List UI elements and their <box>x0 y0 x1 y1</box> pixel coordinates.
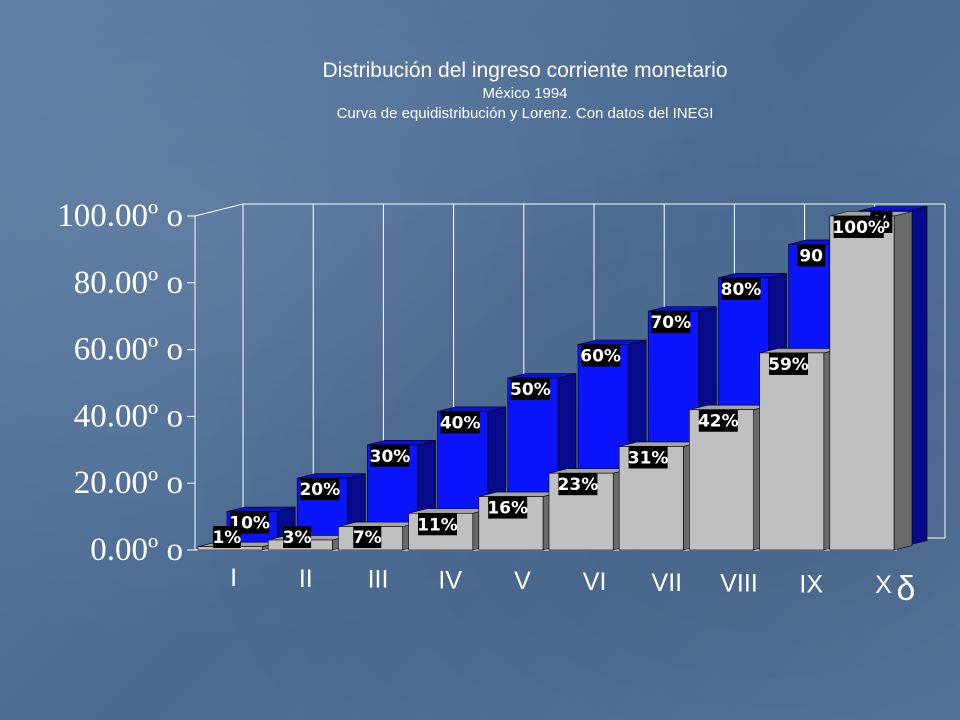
data-label-bg <box>833 216 884 238</box>
data-label-bg <box>440 411 480 434</box>
data-label-bg <box>353 526 382 548</box>
chart-title: Distribución del ingreso corriente monet… <box>322 59 728 82</box>
data-label: 3% <box>283 528 312 548</box>
label-blue: 70% <box>650 311 691 334</box>
data-label-bg <box>768 352 808 375</box>
y-tick-label: 80.00º o <box>74 265 183 301</box>
data-label: 20% <box>299 480 340 500</box>
data-label-bg <box>581 344 621 367</box>
x-tick-label: V <box>514 567 531 595</box>
label-gray: 11% <box>417 513 458 536</box>
data-label-bg <box>698 409 738 432</box>
label-gray: 7% <box>353 526 382 548</box>
bar-front <box>689 409 754 551</box>
x-tick-label: III <box>368 566 389 594</box>
x-tick-label: I <box>230 564 237 592</box>
data-label: 59% <box>768 355 809 375</box>
chart-titles: Distribución del ingreso corriente monet… <box>0 58 960 124</box>
bar-side <box>893 211 913 551</box>
data-label: 50% <box>510 380 551 400</box>
data-label: 7% <box>353 528 382 548</box>
y-tick-label: 0.00º o <box>90 532 183 568</box>
data-label: 11% <box>417 515 458 535</box>
chart-subtitle: México 1994 <box>482 85 568 102</box>
x-tick-label: II <box>299 565 313 593</box>
data-label-bg <box>651 311 691 334</box>
x-tick-label: VI <box>583 568 607 596</box>
labels-gray: 1% 3% 7% 11% 16% 23% 31% 42% 59% 100% <box>212 216 885 548</box>
data-label: 100% <box>832 218 885 238</box>
label-blue: 30% <box>370 444 411 467</box>
data-label: 90 <box>799 246 823 266</box>
label-blue: 90 <box>797 244 826 267</box>
y-tick-label: 20.00º o <box>74 465 183 501</box>
data-label-bg <box>628 446 668 469</box>
data-label: 80% <box>721 280 762 300</box>
label-gray: 16% <box>487 496 528 519</box>
data-label-bg <box>510 378 550 400</box>
data-label: 31% <box>628 448 669 468</box>
data-label-bg <box>721 277 761 300</box>
label-gray: 23% <box>558 473 599 496</box>
label-gray: 3% <box>283 526 312 548</box>
y-tick-label: 60.00º o <box>74 332 183 368</box>
data-label: 23% <box>558 475 599 495</box>
data-label-bg <box>558 473 598 496</box>
label-gray: 100% <box>832 216 885 238</box>
x-tick-label: VII <box>652 569 683 597</box>
data-label-bg <box>212 526 241 548</box>
data-label-bg <box>488 496 528 519</box>
y-tick-label: 40.00º o <box>74 398 183 434</box>
data-label: 30% <box>370 447 411 467</box>
data-label-bg <box>370 444 410 467</box>
label-blue: 60% <box>580 344 621 367</box>
data-label-bg <box>797 244 826 267</box>
depth-axis-label: δ <box>897 570 916 608</box>
data-label-bg <box>417 513 457 536</box>
x-tick-label: IV <box>438 566 462 594</box>
data-label: 42% <box>698 412 739 432</box>
label-gray: 42% <box>698 409 739 432</box>
data-label-bg <box>283 526 312 548</box>
chart-note: Curva de equidistribución y Lorenz. Con … <box>336 105 714 122</box>
bar-front <box>759 352 825 551</box>
label-blue: 50% <box>510 378 551 400</box>
label-blue: 40% <box>440 411 481 434</box>
top-wall-edge <box>194 203 945 217</box>
bar-gray <box>829 211 913 551</box>
y-tick-label: 100.00º o <box>57 198 183 234</box>
data-label-bg <box>300 478 340 501</box>
x-tick-label: IX <box>799 570 823 598</box>
data-label: 1% <box>212 528 241 548</box>
label-blue: 20% <box>299 478 340 501</box>
label-gray: 31% <box>628 446 669 469</box>
data-label: 70% <box>650 313 691 333</box>
x-tick-label: X <box>875 571 892 599</box>
bar-front <box>829 215 895 551</box>
data-label: 60% <box>580 347 621 367</box>
y-axis: 0.00º o 20.00º o 40.00º o 60.00º o 80.00º o 1… <box>57 198 195 568</box>
label-gray: 59% <box>768 352 809 375</box>
data-label: 40% <box>440 413 481 433</box>
x-tick-label: VIII <box>720 570 758 598</box>
label-blue: 80% <box>721 277 762 300</box>
label-gray: 1% <box>212 526 241 548</box>
bar-gray <box>759 348 843 551</box>
data-label: 16% <box>487 499 528 519</box>
